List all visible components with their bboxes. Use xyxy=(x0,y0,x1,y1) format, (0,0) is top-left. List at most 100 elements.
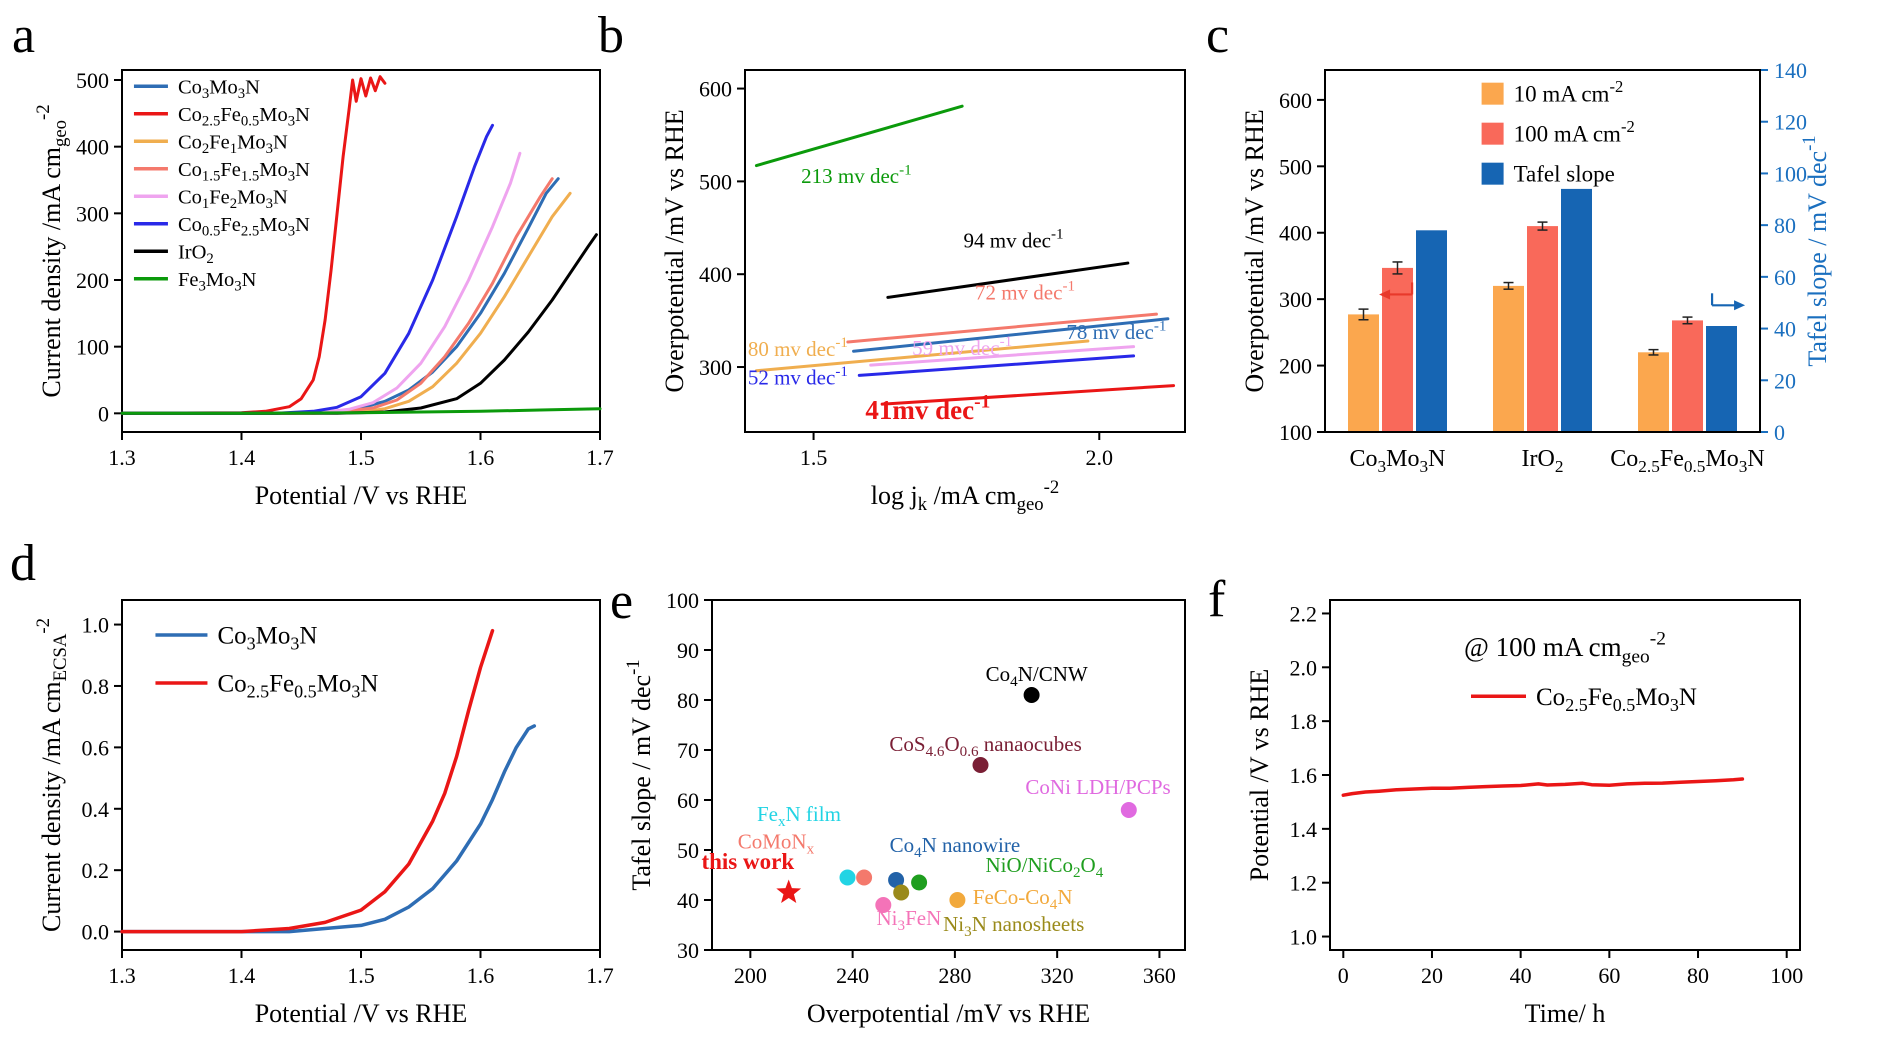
y-tick-label: 1.8 xyxy=(1290,709,1318,734)
scatter-point xyxy=(893,884,910,901)
series-line xyxy=(120,724,537,934)
axes-frame xyxy=(744,69,1186,433)
legend-label: Co0.5Fe2.5Mo3N xyxy=(178,214,310,240)
y-tick-label: 1.4 xyxy=(1290,817,1318,842)
x-tick-label: 1.7 xyxy=(586,963,614,988)
series-line xyxy=(120,628,495,934)
y-axis-title: Current density /mA cmECSA-2 xyxy=(33,618,71,932)
tafel-slope-label: 94 mv dec-1 xyxy=(964,226,1064,252)
legend-swatch xyxy=(1481,82,1504,105)
y-tick-label: 2.0 xyxy=(1290,655,1318,680)
panel-letter-b: b xyxy=(598,7,624,64)
legend-label: 10 mA cm-2 xyxy=(1514,77,1624,107)
bar xyxy=(1416,230,1447,432)
x-tick-label: 240 xyxy=(836,963,869,988)
series-line xyxy=(120,75,387,415)
right-y-tick-label: 140 xyxy=(1774,58,1807,83)
y-axis-title: Potential /V vs RHE xyxy=(1245,669,1274,882)
category-label: Co2.5Fe0.5Mo3N xyxy=(1610,446,1765,476)
x-tick-label: 1.5 xyxy=(800,445,828,470)
tafel-line xyxy=(880,384,1176,406)
y-axis-title: Overpotential /mV vs RHE xyxy=(660,109,689,392)
y-tick-label: 400 xyxy=(699,262,732,287)
legend-label: Co3Mo3N xyxy=(217,623,317,654)
x-tick-label: 1.6 xyxy=(467,445,495,470)
tafel-slope-label: 213 mv dec-1 xyxy=(801,162,912,188)
legend-label: Tafel slope xyxy=(1514,162,1615,187)
y-tick-label: 1.2 xyxy=(1290,871,1318,896)
point-label: CoS4.6O0.6 nanaocubes xyxy=(889,732,1081,760)
y-tick-label: 0.6 xyxy=(82,735,110,760)
x-tick-label: 200 xyxy=(734,963,767,988)
point-label: this work xyxy=(701,849,794,874)
star-marker-icon xyxy=(776,879,802,903)
x-tick-label: 40 xyxy=(1510,963,1532,988)
y-tick-label: 50 xyxy=(677,838,699,863)
y-tick-label: 0.2 xyxy=(82,858,110,883)
tafel-line xyxy=(754,104,964,168)
bar xyxy=(1672,320,1703,432)
x-tick-label: 280 xyxy=(938,963,971,988)
panel-letter-a: a xyxy=(12,7,35,64)
right-axis-arrow-icon xyxy=(1734,300,1746,311)
scatter-point xyxy=(856,869,873,886)
y-tick-label: 300 xyxy=(1279,287,1312,312)
right-y-tick-label: 20 xyxy=(1774,368,1796,393)
point-label: FexN film xyxy=(757,802,841,830)
tafel-line xyxy=(857,354,1136,377)
right-y-tick-label: 120 xyxy=(1774,110,1807,135)
y-tick-label: 100 xyxy=(1279,420,1312,445)
right-y-tick-label: 0 xyxy=(1774,420,1785,445)
legend-label: Co1.5Fe1.5Mo3N xyxy=(178,159,310,185)
y-tick-label: 600 xyxy=(699,77,732,102)
y-tick-label: 0.4 xyxy=(82,797,110,822)
panel-letter-d: d xyxy=(10,535,36,592)
panel-letter-e: e xyxy=(610,573,633,630)
axes-frame xyxy=(711,599,1186,951)
scatter-point xyxy=(1120,802,1137,818)
x-tick-label: 1.4 xyxy=(228,445,256,470)
point-label: Ni3N nanosheets xyxy=(943,912,1084,940)
category-label: IrO2 xyxy=(1522,446,1564,476)
panel-c: Co3Mo3N IrO2 Co2.5Fe0.5Mo3N 0 20 40 60 80 100 120… xyxy=(1240,58,1832,476)
scatter-point xyxy=(1023,687,1040,703)
legend-label: Fe3Mo3N xyxy=(178,269,257,295)
x-axis-title: Time/ h xyxy=(1525,999,1606,1028)
y-tick-label: 30 xyxy=(677,938,699,963)
x-tick-label: 20 xyxy=(1421,963,1443,988)
y-tick-label: 0.8 xyxy=(82,674,110,699)
y-tick-label: 500 xyxy=(76,68,109,93)
y-tick-label: 400 xyxy=(76,135,109,160)
y-tick-label: 100 xyxy=(666,588,699,613)
series-line xyxy=(1341,777,1745,797)
left-axis-arrow-icon xyxy=(1379,289,1391,300)
right-y-tick-label: 60 xyxy=(1774,265,1796,290)
legend-label: Co2.5Fe0.5Mo3N xyxy=(178,104,310,130)
legend-label: Co2Fe1Mo3N xyxy=(178,131,288,157)
tafel-slope-label: 52 mv dec-1 xyxy=(748,364,848,390)
point-label: Co4N/CNW xyxy=(986,662,1088,690)
legend-swatch xyxy=(1481,122,1504,145)
x-axis-title: Potential /V vs RHE xyxy=(255,481,468,510)
y-tick-label: 70 xyxy=(677,738,699,763)
y-tick-label: 100 xyxy=(76,335,109,360)
x-tick-label: 1.4 xyxy=(228,963,256,988)
legend-label: Co2.5Fe0.5Mo3N xyxy=(1536,684,1697,715)
y-tick-label: 1.6 xyxy=(1290,763,1318,788)
right-y-tick-label: 100 xyxy=(1774,161,1807,186)
bar xyxy=(1527,226,1558,432)
point-label: CoMoNx xyxy=(738,830,815,858)
y-tick-label: 90 xyxy=(677,638,699,663)
y-tick-label: 300 xyxy=(699,355,732,380)
tafel-slope-label: 72 mv dec-1 xyxy=(975,278,1075,304)
x-tick-label: 360 xyxy=(1143,963,1176,988)
x-tick-label: 2.0 xyxy=(1086,445,1114,470)
tafel-line xyxy=(846,312,1158,344)
tafel-slope-label: 80 mv dec-1 xyxy=(748,335,848,361)
y-tick-label: 400 xyxy=(1279,221,1312,246)
bar xyxy=(1561,188,1592,432)
right-y-tick-label: 40 xyxy=(1774,317,1796,342)
y-tick-label: 300 xyxy=(76,201,109,226)
legend-label: Co1Fe2Mo3N xyxy=(178,186,288,212)
